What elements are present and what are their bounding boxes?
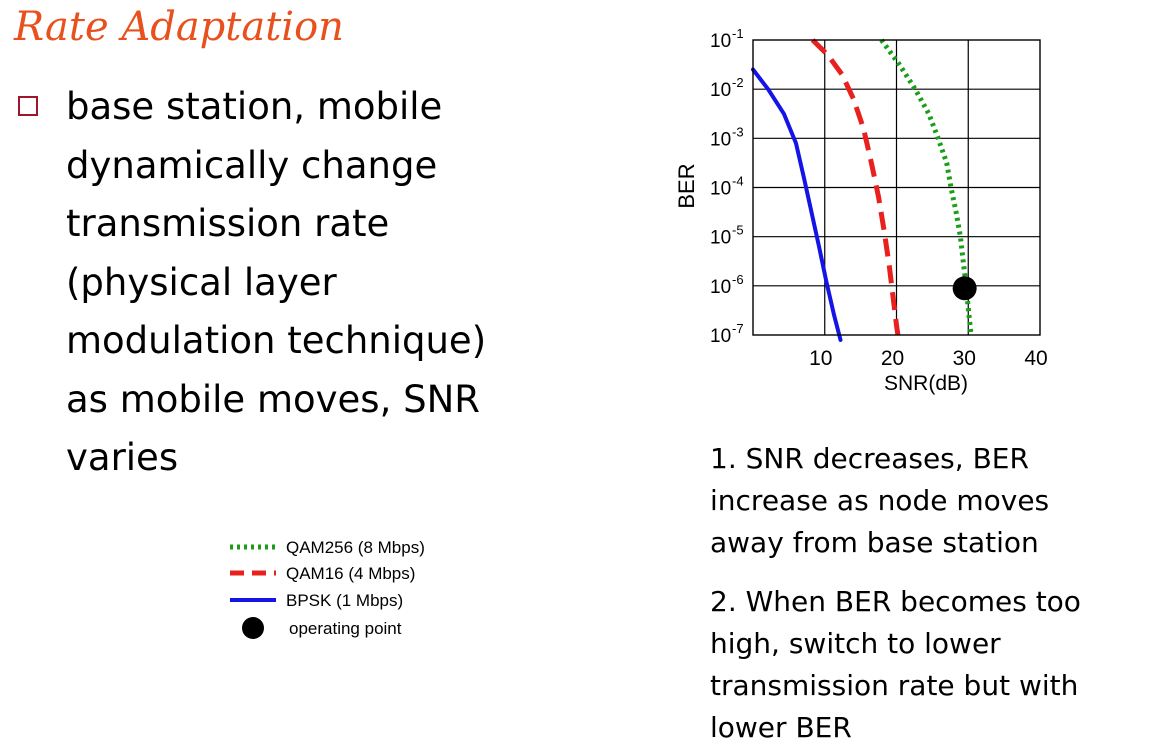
legend-operating-point-marker [242,617,264,639]
plot-frame [752,39,1041,336]
y-tick-exponent: -7 [732,321,744,336]
note1-line: away from base station [710,526,1039,559]
x-tick-label: 30 [953,347,976,370]
slide-title: Rate Adaptation [14,4,344,50]
x-tick-label: 20 [881,347,904,370]
note2-line: high, switch to lower [710,627,1001,660]
operating-point-marker [952,276,977,301]
chart-grid [753,40,1040,335]
legend-label: operating point [289,619,402,638]
y-tick-base: 10 [710,179,731,200]
y-tick-exponent: -3 [732,124,744,139]
bullet-text-line: modulation technique) [66,319,487,362]
legend-label: BPSK (1 Mbps) [286,591,403,610]
y-tick-exponent: -5 [732,223,744,238]
bullet-text-line: (physical layer [66,260,337,304]
y-tick-exponent: -4 [732,174,744,189]
note1-line: increase as node moves [710,484,1050,517]
bullet-text-line: base station, mobile [66,85,443,128]
y-tick-base: 10 [710,129,731,150]
y-tick-label: 10 -4 [710,174,744,200]
x-tick-label: 10 [809,347,832,370]
y-tick-base: 10 [710,80,731,101]
bullet-text-line: varies [66,436,179,479]
series-line-dashed [810,38,901,336]
y-tick-label: 10 -3 [710,124,744,150]
y-tick-exponent: -2 [732,75,744,90]
y-tick-base: 10 [710,31,731,52]
note2-line: lower BER [710,711,852,744]
y-tick-exponent: -1 [732,26,744,41]
series-line-solid [751,67,843,342]
legend: QAM256 (8 Mbps) QAM16 (4 Mbps) BPSK (1 Mbp… [230,538,425,639]
note2-line: transmission rate but with [710,669,1079,702]
y-tick-base: 10 [710,277,731,298]
note-snr-decreases: 1. SNR decreases, BER increase as node mo… [710,438,1155,564]
x-tick-label: 40 [1024,347,1047,370]
y-tick-label: 10 -1 [710,26,744,52]
bullet-marker [18,96,38,116]
legend-label: QAM256 (8 Mbps) [286,538,425,557]
y-axis-label: BER [674,163,699,208]
bullet-text-line: as mobile moves, SNR [66,377,480,421]
y-tick-exponent: -6 [732,272,744,287]
y-tick-label: 10 -2 [710,75,744,101]
y-tick-label: 10 -7 [710,321,744,347]
legend-label: QAM16 (4 Mbps) [286,564,415,583]
y-tick-label: 10 -5 [710,223,744,249]
bullet-text-line: transmission rate [66,202,390,245]
y-tick-base: 10 [710,326,731,347]
bullet-text: base station, mobile dynamically change tr… [66,78,646,488]
y-tick-label: 10 -6 [710,272,744,298]
y-tick-base: 10 [710,228,731,249]
bullet-text-line: dynamically change [66,143,438,187]
note2-line: 2. When BER becomes too [710,585,1081,618]
note1-line: 1. SNR decreases, BER [710,442,1029,475]
note-switch-rate: 2. When BER becomes too high, switch to l… [710,581,1155,749]
x-axis-label: SNR(dB) [884,372,968,395]
